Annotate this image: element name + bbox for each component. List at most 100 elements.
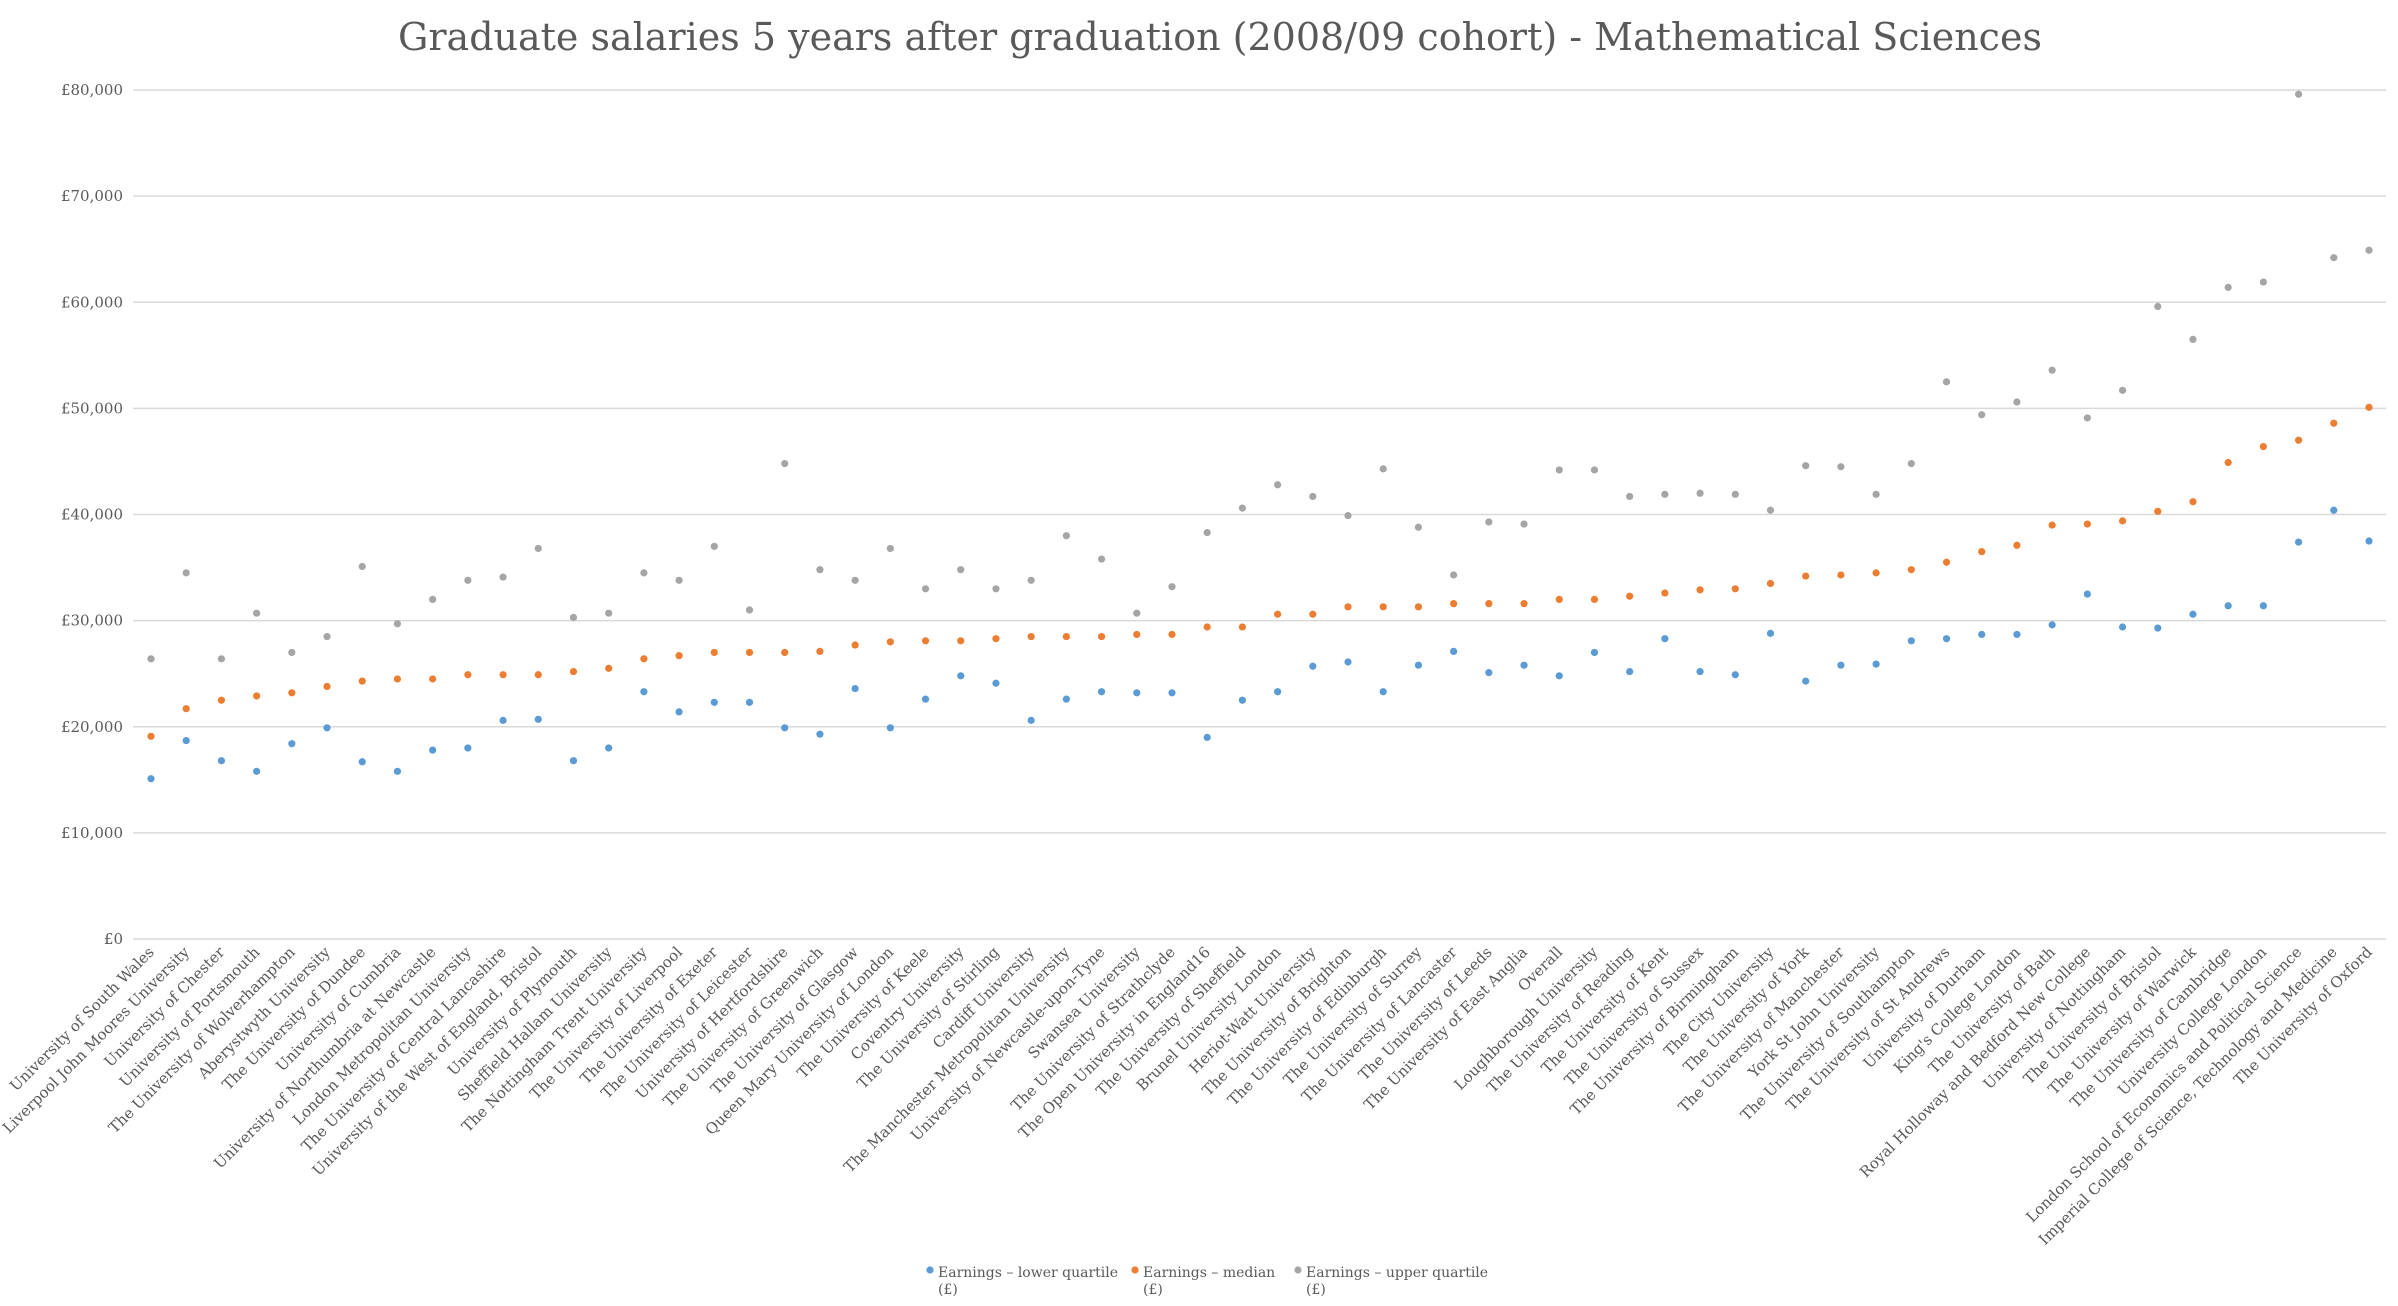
data-point-median bbox=[1450, 600, 1458, 608]
data-point-lower-quartile bbox=[1731, 671, 1739, 679]
data-point-upper-quartile bbox=[640, 569, 648, 577]
data-point-lower-quartile bbox=[2224, 602, 2232, 610]
data-point-median bbox=[1766, 579, 1775, 588]
data-point-lower-quartile bbox=[323, 724, 331, 732]
data-point-upper-quartile bbox=[605, 609, 613, 617]
data-point-upper-quartile bbox=[1414, 523, 1423, 531]
data-point-lower-quartile bbox=[675, 708, 683, 716]
data-point-upper-quartile bbox=[1837, 463, 1845, 471]
y-tick-label: £0 bbox=[104, 930, 123, 948]
data-point-upper-quartile bbox=[1450, 571, 1458, 579]
data-point-lower-quartile bbox=[2048, 621, 2056, 629]
data-point-lower-quartile bbox=[147, 775, 155, 783]
data-point-lower-quartile bbox=[1344, 658, 1352, 666]
data-point-lower-quartile bbox=[534, 715, 542, 723]
data-point-median bbox=[2154, 507, 2162, 515]
legend-marker bbox=[1294, 1266, 1302, 1274]
data-point-lower-quartile bbox=[499, 716, 507, 724]
legend-marker bbox=[1131, 1266, 1139, 1274]
data-point-lower-quartile bbox=[2154, 624, 2162, 632]
data-point-median bbox=[1696, 586, 1704, 594]
data-point-upper-quartile bbox=[1978, 411, 1986, 419]
data-point-lower-quartile bbox=[2118, 623, 2127, 631]
data-point-upper-quartile bbox=[1872, 490, 1880, 498]
data-point-upper-quartile bbox=[1942, 378, 1951, 386]
data-point-upper-quartile bbox=[2048, 366, 2056, 374]
data-point-median bbox=[816, 647, 824, 656]
data-point-median bbox=[2118, 517, 2127, 525]
data-point-upper-quartile bbox=[1555, 466, 1563, 474]
data-point-upper-quartile bbox=[253, 609, 261, 617]
data-point-median bbox=[1661, 589, 1669, 597]
data-point-median bbox=[2224, 458, 2232, 467]
data-point-median bbox=[675, 652, 683, 660]
data-point-upper-quartile bbox=[921, 585, 930, 593]
data-point-median bbox=[2048, 521, 2056, 529]
data-point-median bbox=[886, 638, 894, 646]
data-point-lower-quartile bbox=[886, 724, 894, 732]
data-point-median bbox=[1872, 569, 1880, 577]
data-point-lower-quartile bbox=[640, 688, 648, 696]
data-point-lower-quartile bbox=[1450, 647, 1458, 656]
data-point-upper-quartile bbox=[569, 613, 578, 622]
data-point-upper-quartile bbox=[1802, 462, 1810, 470]
data-point-upper-quartile bbox=[2118, 386, 2127, 394]
data-point-median bbox=[2365, 403, 2373, 411]
data-point-median bbox=[393, 675, 402, 683]
data-point-lower-quartile bbox=[957, 672, 965, 680]
data-point-median bbox=[1238, 623, 1246, 631]
data-point-upper-quartile bbox=[147, 655, 155, 663]
data-point-upper-quartile bbox=[2083, 414, 2091, 422]
data-point-median bbox=[147, 732, 155, 740]
data-point-lower-quartile bbox=[1168, 689, 1176, 697]
data-point-lower-quartile bbox=[921, 695, 930, 703]
data-point-median bbox=[464, 671, 472, 679]
data-point-median bbox=[1590, 595, 1599, 604]
data-point-upper-quartile bbox=[992, 585, 1000, 593]
data-point-upper-quartile bbox=[816, 566, 824, 574]
data-point-median bbox=[2083, 520, 2091, 528]
data-point-lower-quartile bbox=[1274, 688, 1282, 696]
y-tick-label: £30,000 bbox=[61, 612, 123, 630]
data-point-upper-quartile bbox=[182, 569, 190, 577]
data-point-median bbox=[781, 648, 789, 657]
data-point-median bbox=[534, 671, 542, 679]
legend-label: Earnings – lower quartile bbox=[938, 1265, 1118, 1281]
legend-label: Earnings – upper quartile bbox=[1306, 1265, 1488, 1281]
data-point-median bbox=[992, 635, 1000, 643]
data-point-upper-quartile bbox=[288, 648, 296, 657]
data-point-median bbox=[1062, 632, 1070, 641]
data-point-median bbox=[1837, 571, 1845, 579]
data-point-upper-quartile bbox=[1168, 583, 1176, 591]
data-point-upper-quartile bbox=[851, 576, 859, 584]
data-point-lower-quartile bbox=[1661, 635, 1669, 643]
data-point-median bbox=[1309, 610, 1317, 618]
data-point-median bbox=[1731, 585, 1739, 593]
data-point-lower-quartile bbox=[851, 684, 859, 693]
data-point-lower-quartile bbox=[1027, 716, 1035, 724]
data-point-lower-quartile bbox=[781, 724, 789, 732]
data-point-median bbox=[1203, 623, 1211, 631]
data-point-lower-quartile bbox=[2189, 610, 2197, 618]
data-point-lower-quartile bbox=[1590, 648, 1599, 657]
data-point-lower-quartile bbox=[1978, 630, 1986, 639]
data-point-median bbox=[1168, 630, 1176, 639]
data-point-median bbox=[1379, 603, 1387, 611]
y-tick-label: £70,000 bbox=[61, 187, 123, 205]
data-point-lower-quartile bbox=[1062, 695, 1070, 703]
data-point-median bbox=[2013, 541, 2021, 549]
data-point-lower-quartile bbox=[1520, 661, 1528, 669]
data-point-median bbox=[1942, 558, 1951, 566]
data-point-upper-quartile bbox=[2224, 283, 2232, 291]
legend-unit: (£) bbox=[1306, 1282, 1326, 1298]
data-point-median bbox=[2330, 419, 2338, 427]
data-point-upper-quartile bbox=[710, 542, 718, 550]
data-point-lower-quartile bbox=[2294, 538, 2303, 546]
data-point-upper-quartile bbox=[2013, 398, 2021, 406]
data-point-upper-quartile bbox=[2189, 335, 2197, 343]
data-point-lower-quartile bbox=[1414, 661, 1423, 669]
data-point-lower-quartile bbox=[358, 758, 366, 766]
data-point-median bbox=[429, 675, 437, 683]
legend-marker bbox=[926, 1266, 934, 1274]
data-point-median bbox=[1485, 600, 1493, 608]
